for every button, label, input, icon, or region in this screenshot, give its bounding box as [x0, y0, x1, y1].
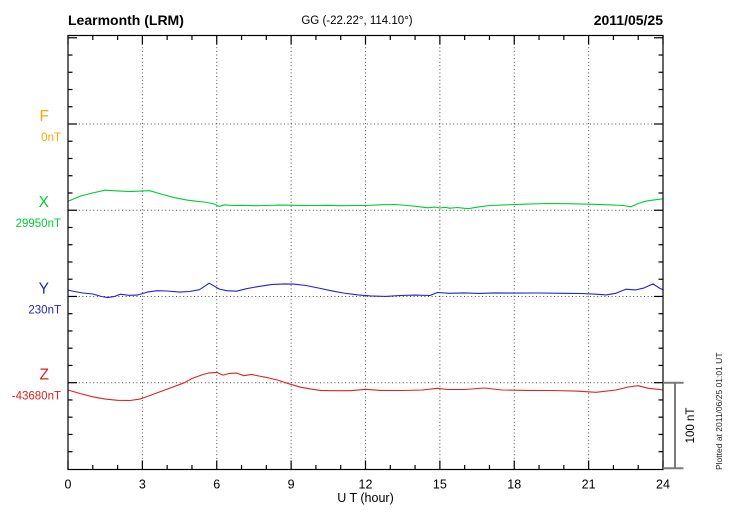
curve-x [67, 189, 664, 210]
x-tick-label-6: 6 [213, 478, 220, 492]
x-tick-label-0: 0 [65, 478, 72, 492]
x-tick-label-18: 18 [507, 478, 521, 492]
x-tick-label-24: 24 [656, 478, 670, 492]
component-letter-x: X [39, 194, 50, 211]
geographic-coords: GG (-22.22°, 114.10°) [301, 15, 412, 27]
component-labels: F 0nT X 29950nT Y 230nT Z -43680nT [12, 108, 61, 403]
plotted-at-note: Plotted at 2011/06/25 01:01 UT [714, 352, 724, 470]
x-tick-label-15: 15 [433, 478, 447, 492]
curve-y [67, 282, 664, 299]
station-title: Learmonth (LRM) [68, 12, 184, 28]
x-tick-label-3: 3 [139, 478, 146, 492]
component-value-x: 29950nT [16, 218, 61, 230]
x-tick-label-21: 21 [582, 478, 596, 492]
plot-date: 2011/05/25 [594, 12, 664, 28]
component-letter-z: Z [40, 367, 49, 384]
x-tick-labels: 0 3 6 9 12 15 18 21 24 [65, 478, 670, 492]
scale-bar-label: 100 nT [685, 408, 697, 444]
axis-ticks [67, 35, 664, 470]
x-axis-label: U T (hour) [337, 491, 394, 505]
curve-z [67, 371, 664, 402]
component-value-y: 230nT [28, 304, 61, 316]
x-tick-label-12: 12 [359, 478, 373, 492]
component-letter-f: F [40, 108, 49, 125]
component-value-f: 0nT [41, 132, 61, 144]
plot-frame [67, 34, 664, 471]
component-value-z: -43680nT [12, 391, 61, 403]
series-curves [67, 189, 664, 402]
component-letter-y: Y [39, 280, 49, 297]
scale-bar [663, 381, 684, 470]
grid-layer [68, 36, 663, 469]
x-tick-label-9: 9 [288, 478, 295, 492]
